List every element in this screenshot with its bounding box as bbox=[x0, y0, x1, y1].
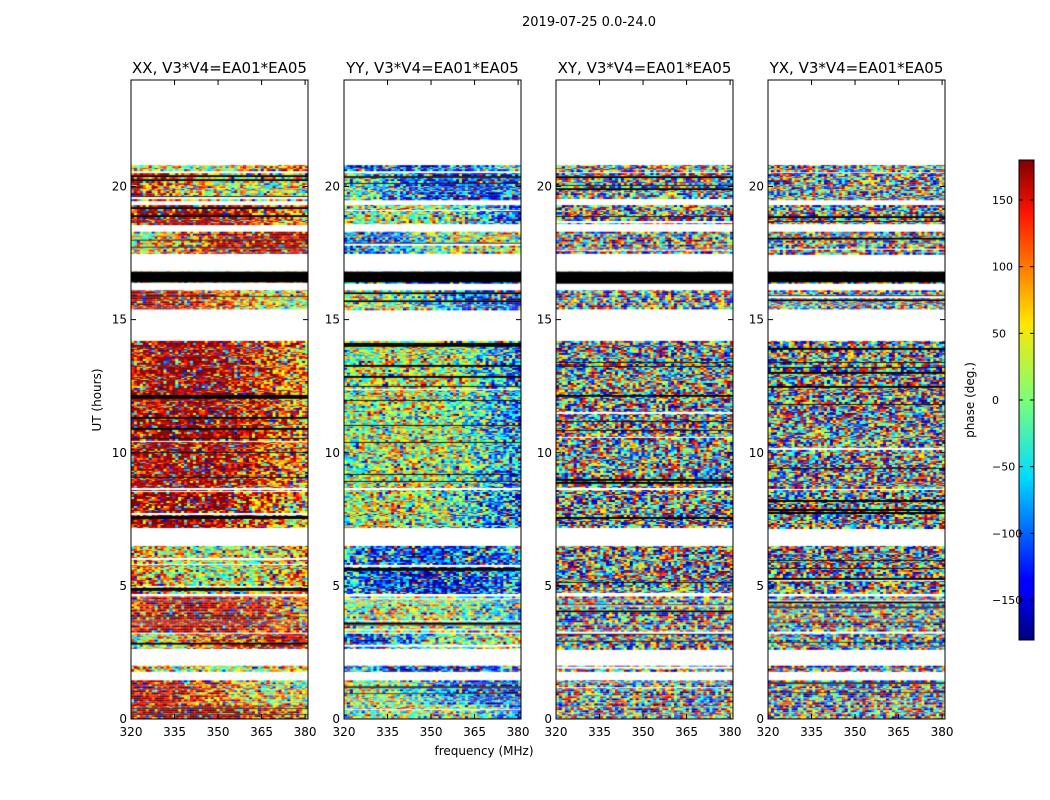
y-axis-label: UT (hours) bbox=[90, 368, 104, 431]
colorbar-tick-label: 0 bbox=[992, 394, 999, 407]
panel-1-title: XX, V3*V4=EA01*EA05 bbox=[132, 59, 307, 77]
colorbar-tick-label: −100 bbox=[992, 527, 1022, 540]
panel-3-heatmap bbox=[556, 80, 733, 719]
x-tick-label: 350 bbox=[844, 725, 867, 739]
panel-2: YY, V3*V4=EA01*EA05 320 335 350 365 380 0 5 10 15… bbox=[325, 59, 530, 739]
x-tick-label: 320 bbox=[545, 725, 568, 739]
y-tick-label: 0 bbox=[756, 712, 764, 726]
x-tick-label: 335 bbox=[588, 725, 611, 739]
panel-3-frame bbox=[555, 79, 734, 720]
x-tick-label: 335 bbox=[163, 725, 186, 739]
x-tick-label: 350 bbox=[420, 725, 443, 739]
y-tick-label: 5 bbox=[332, 579, 340, 593]
y-tick-label: 0 bbox=[119, 712, 127, 726]
colorbar-tick-label: 50 bbox=[992, 327, 1006, 340]
y-tick-label: 20 bbox=[325, 180, 340, 194]
y-tick-label: 20 bbox=[112, 180, 127, 194]
y-tick-label: 5 bbox=[544, 579, 552, 593]
panel-4-heatmap bbox=[768, 80, 945, 719]
x-tick-label: 335 bbox=[800, 725, 823, 739]
colorbar-ticks: 150 100 50 0 −50 −100 −150 bbox=[992, 194, 1034, 607]
panel-2-title: YY, V3*V4=EA01*EA05 bbox=[345, 59, 519, 77]
x-tick-label: 320 bbox=[120, 725, 143, 739]
panel-4-title: YX, V3*V4=EA01*EA05 bbox=[769, 59, 944, 77]
y-tick-label: 0 bbox=[544, 712, 552, 726]
panel-1-heatmap bbox=[131, 80, 308, 719]
x-axis-label: frequency (MHz) bbox=[434, 744, 533, 758]
panel-3-title: XY, V3*V4=EA01*EA05 bbox=[558, 59, 732, 77]
colorbar-label: phase (deg.) bbox=[963, 362, 977, 438]
colorbar-tick-label: 150 bbox=[992, 194, 1013, 207]
y-tick-label: 5 bbox=[756, 579, 764, 593]
panel-4: YX, V3*V4=EA01*EA05 320 335 350 365 380 0 5 10 15… bbox=[749, 59, 954, 739]
panel-1: XX, V3*V4=EA01*EA05 320 335 350 365 380 0 5 10 15… bbox=[112, 59, 317, 739]
x-tick-label: 320 bbox=[333, 725, 356, 739]
y-tick-label: 20 bbox=[749, 180, 764, 194]
y-tick-label: 15 bbox=[537, 313, 552, 327]
y-tick-label: 20 bbox=[537, 180, 552, 194]
y-tick-label: 15 bbox=[112, 313, 127, 327]
y-tick-label: 10 bbox=[112, 446, 127, 460]
colorbar-tick-label: −150 bbox=[992, 594, 1022, 607]
x-tick-label: 320 bbox=[757, 725, 780, 739]
y-tick-label: 0 bbox=[332, 712, 340, 726]
x-tick-label: 350 bbox=[207, 725, 230, 739]
x-tick-label: 380 bbox=[294, 725, 317, 739]
x-tick-label: 365 bbox=[887, 725, 910, 739]
panels: XX, V3*V4=EA01*EA05 320 335 350 365 380 0 5 10 15… bbox=[112, 59, 954, 739]
figure-suptitle: 2019-07-25 0.0-24.0 bbox=[522, 15, 656, 30]
y-tick-label: 15 bbox=[325, 313, 340, 327]
panel-3: XY, V3*V4=EA01*EA05 320 335 350 365 380 0 5 10 15… bbox=[537, 59, 742, 739]
panel-1-frame bbox=[130, 79, 309, 720]
y-tick-label: 10 bbox=[749, 446, 764, 460]
x-tick-label: 380 bbox=[507, 725, 530, 739]
y-tick-label: 5 bbox=[119, 579, 127, 593]
colorbar-tick-label: −50 bbox=[992, 461, 1015, 474]
panel-2-heatmap bbox=[344, 80, 521, 719]
colorbar: 150 100 50 0 −50 −100 −150 phase (deg.) bbox=[963, 159, 1035, 641]
x-tick-label: 365 bbox=[250, 725, 273, 739]
x-tick-label: 335 bbox=[376, 725, 399, 739]
y-tick-label: 15 bbox=[749, 313, 764, 327]
y-tick-label: 10 bbox=[537, 446, 552, 460]
colorbar-tick-label: 100 bbox=[992, 261, 1013, 274]
panel-4-frame bbox=[767, 79, 946, 720]
x-tick-label: 350 bbox=[632, 725, 655, 739]
x-tick-label: 380 bbox=[719, 725, 742, 739]
panel-2-frame bbox=[343, 79, 522, 720]
x-tick-label: 365 bbox=[675, 725, 698, 739]
x-tick-label: 365 bbox=[463, 725, 486, 739]
x-tick-label: 380 bbox=[931, 725, 954, 739]
y-tick-label: 10 bbox=[325, 446, 340, 460]
